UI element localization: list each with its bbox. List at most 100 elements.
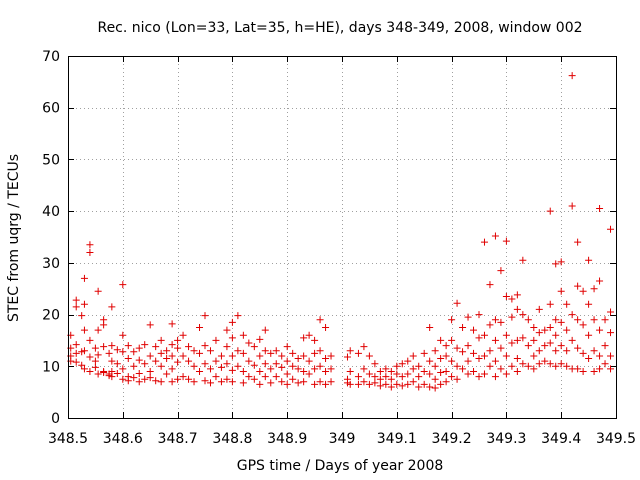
data-point [346, 367, 354, 375]
data-point [585, 331, 593, 339]
data-point [179, 373, 187, 381]
data-point [346, 347, 354, 355]
data-point [480, 370, 488, 378]
data-point [322, 380, 330, 388]
data-point [311, 349, 319, 357]
data-point [80, 365, 88, 373]
data-point [113, 360, 121, 368]
data-point [552, 316, 560, 324]
data-point [371, 379, 379, 387]
data-point [354, 380, 362, 388]
data-point [316, 316, 324, 324]
data-point [574, 365, 582, 373]
data-point [579, 287, 587, 295]
data-point [234, 312, 242, 320]
data-point [365, 370, 373, 378]
data-point [360, 378, 368, 386]
y-tick-label: 30 [42, 256, 60, 272]
data-point [508, 313, 516, 321]
data-point [568, 311, 576, 319]
data-point [239, 331, 247, 339]
data-point [448, 316, 456, 324]
data-point [267, 349, 275, 357]
data-point [574, 282, 582, 290]
data-point [596, 205, 604, 213]
data-point [475, 334, 483, 342]
data-point [113, 346, 121, 354]
data-point [568, 336, 576, 344]
x-tick-label: 348.5 [48, 431, 88, 447]
data-point [590, 347, 598, 355]
x-tick-label: 349.5 [596, 431, 636, 447]
data-point [201, 312, 209, 320]
data-point [157, 362, 165, 370]
data-point [234, 347, 242, 355]
data-point [437, 355, 445, 363]
data-point [590, 316, 598, 324]
data-point [316, 378, 324, 386]
data-point [563, 326, 571, 334]
data-point [294, 365, 302, 373]
data-point [601, 342, 609, 350]
data-point [217, 363, 225, 371]
data-point [519, 334, 527, 342]
data-point [387, 383, 395, 391]
data-point [343, 353, 351, 361]
data-point [108, 303, 116, 311]
data-point [513, 367, 521, 375]
data-point [486, 281, 494, 289]
data-point [546, 360, 554, 368]
data-point [272, 373, 280, 381]
data-point [491, 357, 499, 365]
data-point [502, 352, 510, 360]
data-point [311, 365, 319, 373]
data-point [513, 305, 521, 313]
data-point [470, 326, 478, 334]
data-point [135, 344, 143, 352]
x-axis-label: GPS time / Days of year 2008 [237, 458, 444, 474]
data-point [86, 249, 94, 257]
data-point [206, 365, 214, 373]
tick-labels: 348.5 348.6 348.7 348.8 348.9 349 349.1 349.2 34… [42, 49, 636, 447]
data-point [108, 373, 116, 381]
data-point [108, 357, 116, 365]
data-point [267, 379, 275, 387]
y-tick-label: 20 [42, 308, 60, 324]
data-point [91, 363, 99, 371]
data-point [168, 352, 176, 360]
data-point [409, 378, 417, 386]
data-point [322, 355, 330, 363]
data-point [94, 326, 102, 334]
data-point [354, 349, 362, 357]
data-point [574, 238, 582, 246]
data-point [272, 360, 280, 368]
data-point [486, 347, 494, 355]
data-point [557, 342, 565, 350]
data-point [124, 355, 132, 363]
data-point [80, 274, 88, 282]
data-point [91, 344, 99, 352]
data-point [283, 370, 291, 378]
data-point [437, 336, 445, 344]
data-point [563, 362, 571, 370]
data-point [431, 347, 439, 355]
data-point [382, 380, 390, 388]
data-point [442, 352, 450, 360]
data-point [431, 375, 439, 383]
data-point [442, 378, 450, 386]
data-point [459, 348, 467, 356]
data-point [393, 380, 401, 388]
data-point [113, 370, 121, 378]
data-point [404, 370, 412, 378]
data-point [239, 379, 247, 387]
data-point [316, 347, 324, 355]
data-point [179, 331, 187, 339]
data-point [398, 373, 406, 381]
x-tick-label: 349 [329, 431, 356, 447]
x-tick-label: 349.3 [486, 431, 526, 447]
data-point [404, 380, 412, 388]
data-point [579, 349, 587, 357]
data-point [185, 357, 193, 365]
data-point [300, 352, 308, 360]
